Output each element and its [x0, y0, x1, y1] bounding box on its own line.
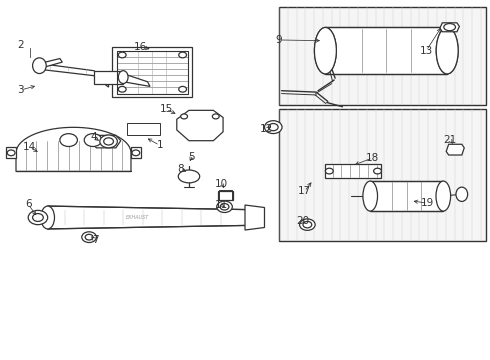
Bar: [279, 109, 486, 241]
Polygon shape: [92, 135, 121, 148]
Polygon shape: [16, 127, 131, 171]
Ellipse shape: [82, 232, 97, 243]
Ellipse shape: [363, 181, 377, 211]
Ellipse shape: [179, 52, 187, 58]
Ellipse shape: [265, 121, 282, 134]
Ellipse shape: [118, 86, 126, 92]
Polygon shape: [48, 206, 250, 229]
Text: 16: 16: [134, 42, 147, 52]
Text: 7: 7: [92, 235, 98, 245]
Text: 17: 17: [298, 186, 311, 197]
Ellipse shape: [60, 134, 77, 147]
Ellipse shape: [179, 86, 187, 92]
Text: 10: 10: [215, 179, 228, 189]
Ellipse shape: [217, 201, 232, 212]
Ellipse shape: [85, 234, 93, 240]
Ellipse shape: [315, 27, 336, 74]
Text: 6: 6: [25, 199, 31, 209]
Text: 15: 15: [159, 104, 172, 114]
Ellipse shape: [212, 114, 219, 119]
Ellipse shape: [436, 181, 451, 211]
Ellipse shape: [41, 206, 54, 229]
Text: 2: 2: [18, 40, 24, 50]
Text: 4: 4: [91, 132, 98, 142]
Ellipse shape: [32, 58, 46, 73]
Text: 9: 9: [276, 35, 282, 45]
Ellipse shape: [444, 23, 456, 31]
Polygon shape: [6, 148, 16, 158]
Polygon shape: [131, 148, 141, 158]
Ellipse shape: [7, 150, 15, 156]
Polygon shape: [446, 144, 464, 155]
Text: 3: 3: [18, 85, 24, 95]
Text: 1: 1: [156, 140, 163, 150]
Text: 8: 8: [177, 163, 184, 174]
Text: 21: 21: [443, 135, 456, 145]
Bar: [127, 123, 160, 135]
Text: 20: 20: [296, 216, 309, 226]
Text: 5: 5: [188, 153, 195, 162]
Polygon shape: [325, 27, 447, 74]
Ellipse shape: [299, 219, 315, 230]
Polygon shape: [370, 181, 443, 211]
Ellipse shape: [436, 27, 458, 74]
Text: 13: 13: [419, 46, 433, 56]
Polygon shape: [440, 23, 460, 32]
Bar: [219, 190, 232, 201]
Ellipse shape: [84, 134, 102, 147]
Ellipse shape: [456, 187, 467, 202]
Ellipse shape: [28, 210, 48, 225]
Ellipse shape: [374, 168, 381, 174]
Text: EXHAUST: EXHAUST: [126, 215, 149, 220]
Ellipse shape: [315, 27, 336, 74]
Text: 12: 12: [260, 124, 273, 134]
Ellipse shape: [181, 114, 188, 119]
Ellipse shape: [118, 52, 126, 58]
Polygon shape: [113, 47, 193, 97]
Polygon shape: [177, 111, 223, 141]
Polygon shape: [45, 64, 109, 87]
Ellipse shape: [118, 71, 128, 84]
Ellipse shape: [32, 213, 43, 221]
Polygon shape: [218, 191, 233, 200]
Ellipse shape: [178, 170, 200, 183]
Polygon shape: [245, 205, 265, 230]
Ellipse shape: [303, 221, 312, 228]
Polygon shape: [39, 59, 62, 68]
Ellipse shape: [269, 123, 278, 131]
Ellipse shape: [220, 203, 229, 210]
Text: 18: 18: [366, 153, 379, 163]
Bar: [279, 7, 486, 105]
Polygon shape: [94, 71, 123, 84]
Ellipse shape: [325, 168, 333, 174]
Text: 11: 11: [215, 200, 228, 210]
Polygon shape: [325, 164, 381, 178]
Polygon shape: [121, 73, 150, 86]
Ellipse shape: [100, 135, 117, 148]
Text: 14: 14: [23, 142, 36, 152]
Ellipse shape: [436, 27, 458, 74]
Ellipse shape: [104, 138, 114, 145]
Bar: [117, 51, 188, 94]
Text: 19: 19: [421, 198, 434, 208]
Ellipse shape: [132, 150, 140, 156]
